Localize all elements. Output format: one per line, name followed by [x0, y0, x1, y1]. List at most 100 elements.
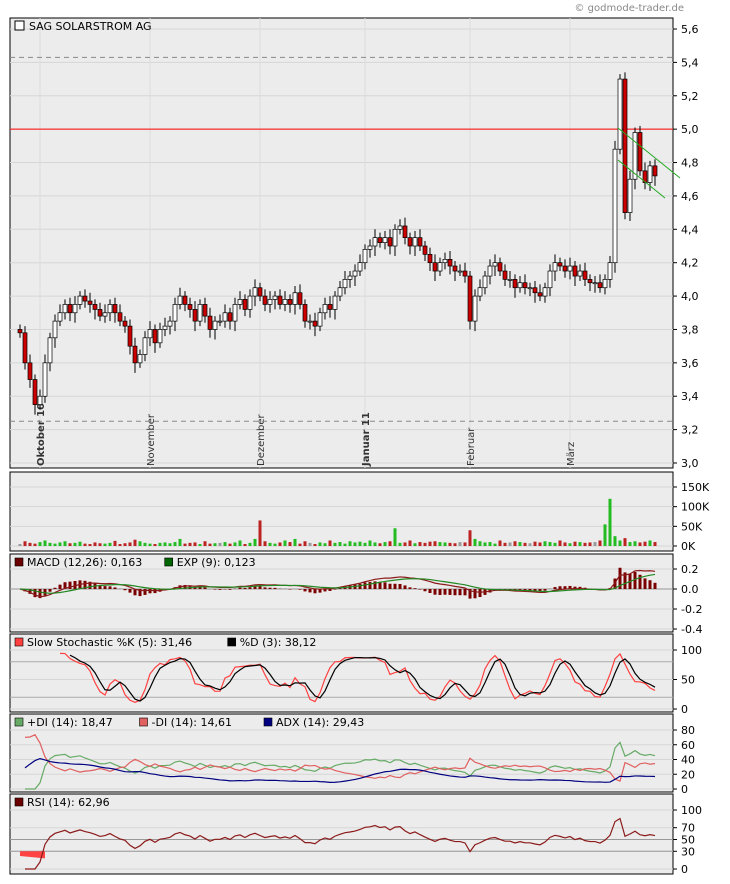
- volume-bar: [253, 538, 257, 546]
- candle: [467, 275, 473, 322]
- axis-label: 5,0: [681, 123, 699, 136]
- rsi-line: [25, 817, 656, 870]
- axis-label: -0.2: [681, 603, 702, 616]
- volume-bar: [553, 542, 557, 546]
- candle: [237, 299, 243, 305]
- axis-label: 3,0: [681, 457, 699, 470]
- candle: [152, 329, 158, 344]
- macd-histogram-bar: [273, 587, 277, 589]
- macd-histogram-bar: [73, 581, 77, 589]
- candle: [267, 299, 273, 305]
- volume-bar: [578, 542, 582, 546]
- volume-bar: [68, 543, 72, 546]
- macd-histogram-bar: [533, 589, 537, 591]
- signal-line: [19, 573, 656, 594]
- axis-label: 30: [681, 845, 695, 858]
- candle: [147, 329, 153, 339]
- volume-bar: [613, 536, 617, 546]
- macd-histogram-bar: [238, 587, 242, 589]
- stoch-d-line: [69, 654, 656, 702]
- candle: [462, 270, 468, 277]
- candle: [602, 279, 608, 289]
- macd-histogram-bar: [473, 589, 477, 599]
- candle: [22, 332, 28, 364]
- volume-bar: [113, 540, 117, 546]
- macd-histogram-bar: [643, 578, 647, 589]
- volume-bar: [528, 543, 532, 546]
- volume-bar: [298, 543, 302, 546]
- macd-histogram-bar: [318, 589, 322, 593]
- volume-bar: [378, 543, 382, 546]
- volume-bar: [223, 542, 227, 546]
- macd-histogram-bar: [453, 589, 457, 596]
- volume-bar: [268, 542, 272, 546]
- candle: [612, 148, 618, 264]
- candle: [637, 132, 643, 172]
- legend-label: EXP (9): 0,123: [177, 556, 256, 569]
- legend-label: -DI (14): 14,61: [152, 716, 232, 729]
- volume-bar: [283, 540, 287, 546]
- candle: [382, 237, 388, 244]
- macd-histogram-bar: [123, 589, 127, 591]
- macd-histogram-bar: [253, 586, 257, 589]
- volume-bar: [143, 542, 147, 546]
- candle: [627, 178, 633, 213]
- volume-bar: [228, 543, 232, 546]
- candle: [217, 320, 223, 323]
- candle: [27, 362, 33, 380]
- candle: [567, 265, 573, 272]
- macd-histogram-bar: [88, 581, 92, 589]
- volume-bar: [408, 540, 412, 546]
- candle: [212, 320, 218, 330]
- axis-label: 4,8: [681, 157, 699, 170]
- macd-histogram-bar: [373, 581, 377, 589]
- macd-histogram-bar: [323, 589, 327, 592]
- macd-histogram-bar: [113, 587, 117, 589]
- candle: [182, 295, 188, 305]
- candle: [557, 262, 563, 267]
- axis-label: 0.0: [681, 583, 699, 596]
- panel-4: [9, 713, 674, 793]
- volume-bar: [483, 542, 487, 546]
- volume-bar: [168, 543, 172, 546]
- volume-bar: [278, 542, 282, 546]
- volume-bar: [488, 542, 492, 546]
- volume-bar: [388, 541, 392, 546]
- candle: [402, 225, 408, 239]
- candle: [192, 309, 198, 322]
- macd-histogram-bar: [568, 585, 572, 589]
- macd-histogram-bar: [408, 587, 412, 589]
- copyright-text: © godmode-trader.de: [575, 3, 685, 14]
- volume-bar: [83, 543, 87, 546]
- macd-histogram-bar: [398, 583, 402, 589]
- candle: [292, 292, 298, 305]
- volume-bar: [433, 541, 437, 546]
- candle: [622, 78, 628, 213]
- candle: [507, 279, 513, 281]
- macd-histogram-bar: [298, 589, 302, 590]
- candle: [112, 304, 118, 314]
- candle: [102, 312, 108, 317]
- axis-label: 150K: [681, 481, 710, 494]
- volume-bar: [383, 542, 387, 546]
- candle: [202, 304, 208, 317]
- macd-histogram-bar: [378, 581, 382, 589]
- volume-bar: [188, 542, 192, 546]
- macd-histogram-bar: [388, 583, 392, 589]
- macd-histogram-bar: [313, 589, 317, 594]
- macd-histogram-bar: [553, 587, 557, 589]
- candle: [527, 287, 533, 290]
- channel-line-upper: [617, 127, 681, 179]
- macd-histogram-bar: [523, 589, 527, 591]
- macd-histogram-bar: [438, 589, 442, 595]
- volume-bar: [533, 541, 537, 546]
- volume-bar: [318, 542, 322, 546]
- macd-histogram-bar: [413, 588, 417, 589]
- volume-bar: [23, 541, 27, 546]
- volume-bar: [88, 544, 92, 546]
- volume-bar: [623, 538, 627, 546]
- candle: [632, 132, 638, 180]
- volume-bar: [98, 543, 102, 546]
- candle: [122, 320, 128, 327]
- volume-bar: [633, 541, 637, 546]
